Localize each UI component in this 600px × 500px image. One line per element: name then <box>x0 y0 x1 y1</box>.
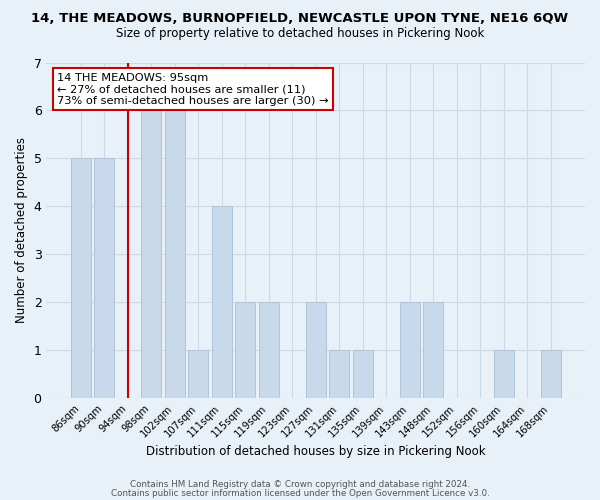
Bar <box>353 350 373 399</box>
Bar <box>94 158 115 398</box>
Y-axis label: Number of detached properties: Number of detached properties <box>15 138 28 324</box>
Bar <box>188 350 208 399</box>
Bar <box>235 302 255 398</box>
Text: 14 THE MEADOWS: 95sqm
← 27% of detached houses are smaller (11)
73% of semi-deta: 14 THE MEADOWS: 95sqm ← 27% of detached … <box>57 72 329 106</box>
Bar <box>165 110 185 399</box>
Bar <box>259 302 279 398</box>
X-axis label: Distribution of detached houses by size in Pickering Nook: Distribution of detached houses by size … <box>146 444 485 458</box>
Text: 14, THE MEADOWS, BURNOPFIELD, NEWCASTLE UPON TYNE, NE16 6QW: 14, THE MEADOWS, BURNOPFIELD, NEWCASTLE … <box>31 12 569 26</box>
Text: Contains public sector information licensed under the Open Government Licence v3: Contains public sector information licen… <box>110 488 490 498</box>
Bar <box>329 350 349 399</box>
Bar <box>541 350 560 399</box>
Text: Contains HM Land Registry data © Crown copyright and database right 2024.: Contains HM Land Registry data © Crown c… <box>130 480 470 489</box>
Bar <box>71 158 91 398</box>
Bar <box>400 302 419 398</box>
Bar <box>306 302 326 398</box>
Text: Size of property relative to detached houses in Pickering Nook: Size of property relative to detached ho… <box>116 28 484 40</box>
Bar <box>494 350 514 399</box>
Bar <box>212 206 232 398</box>
Bar <box>423 302 443 398</box>
Bar <box>142 110 161 399</box>
